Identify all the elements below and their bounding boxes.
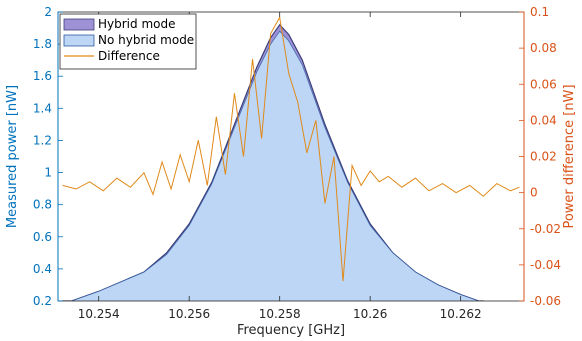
legend-swatch [63,34,95,47]
x-tick-label: 10.256 [168,307,210,321]
x-axis-title: Frequency [GHz] [237,323,345,338]
legend-swatch [63,18,95,31]
left-y-tick-label: 1 [44,166,52,180]
right-y-tick-label: 0.04 [530,113,557,127]
x-tick-label: 10.258 [259,307,301,321]
right-y-tick-label: 0.06 [530,77,557,91]
right-y-axis-title: Power difference [nW] [562,84,577,228]
left-y-tick-label: 0.6 [33,230,52,244]
series-no-hybrid-mode-area [62,31,484,301]
x-tick-label: 10.262 [440,307,482,321]
left-y-tick-label: 1.4 [33,101,52,115]
left-y-tick-label: 0.2 [33,294,52,308]
right-y-tick-label: 0.1 [530,5,549,19]
left-y-tick-label: 1.8 [33,37,52,51]
left-y-tick-label: 0.4 [33,262,52,276]
x-tick-label: 10.26 [353,307,387,321]
left-y-tick-label: 0.8 [33,198,52,212]
x-tick-label: 10.254 [78,307,120,321]
legend-label: Difference [98,49,160,63]
legend-label: No hybrid mode [98,33,194,47]
right-y-tick-label: -0.02 [530,222,561,236]
right-y-tick-label: 0.02 [530,150,557,164]
left-y-tick-label: 2 [44,5,52,19]
axes: 10.254 10.256 10.258 10.26 10.262 0.2 0.4 0.6 0.… [33,5,561,321]
legend-label: Hybrid mode [98,17,175,31]
series-difference-line [62,15,520,282]
right-y-tick-label: 0 [530,186,538,200]
plot-content [61,15,520,301]
left-y-tick-label: 1.6 [33,69,52,83]
legend: Hybrid mode No hybrid mode Difference [59,13,197,70]
plot-area [61,15,520,301]
left-y-tick-label: 1.2 [33,133,52,147]
right-y-tick-label: -0.06 [530,294,561,308]
series-no-hybrid-mode-edge [70,30,480,301]
left-y-axis-title: Measured power [nW] [5,85,20,228]
right-y-tick-label: 0.08 [530,41,557,55]
right-y-tick-label: -0.04 [530,258,561,272]
